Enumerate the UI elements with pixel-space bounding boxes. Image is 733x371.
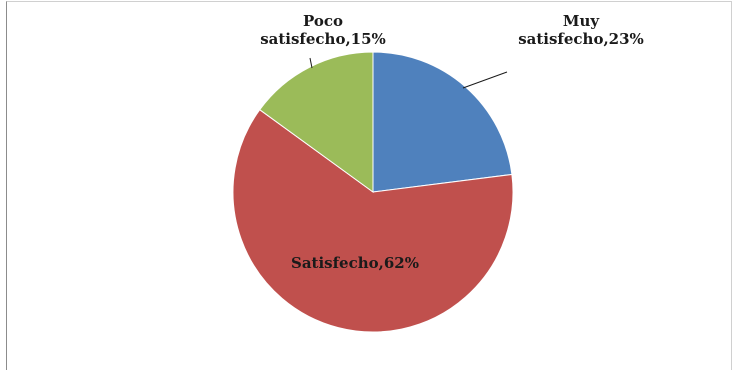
pie-chart: Muy satisfecho,23% Satisfecho,62% Poco satis… (232, 12, 644, 333)
data-label-muy-satisfecho: Muy satisfecho,23% (518, 12, 644, 48)
chart-area: Muy satisfecho,23% Satisfecho,62% Poco satis… (6, 1, 732, 370)
pie-slice-poco-satisfecho (259, 51, 374, 193)
data-label-poco-satisfecho: Poco satisfecho,15% (260, 12, 386, 48)
pie-slice-satisfecho (232, 109, 514, 333)
leader-line-muy-satisfecho (462, 71, 508, 89)
data-label-satisfecho: Satisfecho,62% (291, 254, 419, 272)
pie-slice-muy-satisfecho (372, 51, 513, 193)
leader-line-poco-satisfecho (309, 57, 313, 69)
